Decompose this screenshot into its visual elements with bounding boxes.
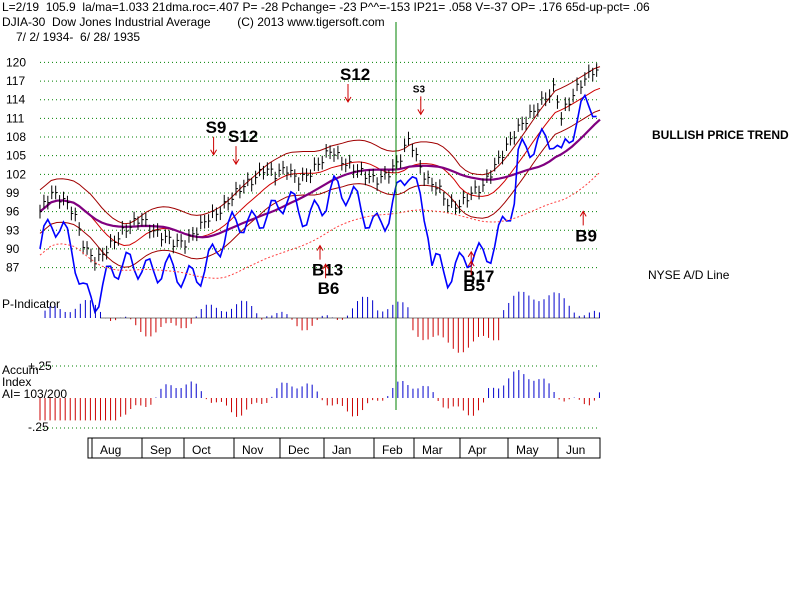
index-label: Index bbox=[2, 375, 31, 389]
accum-tick-bottom: -.25 bbox=[28, 420, 49, 434]
y-tick-label: 111 bbox=[6, 111, 25, 125]
signal-label: B6 bbox=[318, 279, 340, 298]
x-month-label: Jun bbox=[566, 443, 585, 457]
index-name: Dow Jones Industrial Average bbox=[52, 15, 211, 29]
header-index-line: DJIA-30 Dow Jones Industrial Average (C)… bbox=[2, 15, 385, 29]
signal-label: S9 bbox=[206, 118, 227, 137]
ad-line-label: NYSE A/D Line bbox=[648, 268, 730, 282]
ad-line bbox=[39, 93, 597, 315]
signal-arrowhead bbox=[579, 210, 587, 217]
signal-arrowhead bbox=[232, 158, 240, 166]
signal-label: B5 bbox=[463, 276, 485, 295]
ma65-line bbox=[39, 118, 601, 239]
ad-ma-line bbox=[39, 171, 601, 279]
signal-arrowhead bbox=[322, 263, 330, 270]
signal-arrowhead bbox=[344, 96, 352, 103]
y-tick-label: 114 bbox=[6, 93, 25, 107]
signal-arrowhead bbox=[210, 149, 218, 156]
x-month-label: Dec bbox=[288, 443, 309, 457]
y-tick-label: 108 bbox=[6, 130, 26, 144]
ai-label: AI= 103/200 bbox=[2, 387, 67, 401]
p-indicator-label: P-Indicator bbox=[2, 297, 60, 311]
index-code: DJIA-30 bbox=[2, 15, 46, 29]
header-stats-line: L=2/19 105.9 la/ma=1.033 21dma.roc=.407 … bbox=[2, 0, 650, 14]
y-tick-label: 102 bbox=[6, 167, 26, 181]
x-month-label: Jan bbox=[332, 443, 351, 457]
signal-label: S12 bbox=[228, 127, 258, 146]
x-month-label: Nov bbox=[242, 443, 263, 457]
signal-label: S12 bbox=[340, 65, 370, 84]
copyright: (C) 2013 www.tigersoft.com bbox=[237, 15, 385, 29]
x-month-label: May bbox=[516, 443, 539, 457]
x-month-label: Aug bbox=[100, 443, 121, 457]
y-tick-label: 120 bbox=[6, 55, 26, 69]
y-tick-label: 117 bbox=[6, 74, 25, 88]
signal-arrowhead bbox=[417, 109, 425, 116]
signal-label: S3 bbox=[413, 84, 426, 95]
date-range: 7/ 2/ 1934- 6/ 28/ 1935 bbox=[16, 30, 141, 44]
x-month-label: Oct bbox=[192, 443, 211, 457]
y-tick-label: 99 bbox=[6, 186, 20, 200]
y-tick-label: 93 bbox=[6, 223, 20, 237]
signal-arrowhead bbox=[316, 244, 324, 251]
accum-label: Accum bbox=[2, 363, 39, 377]
trend-label: BULLISH PRICE TREND bbox=[652, 128, 789, 142]
x-month-label: Apr bbox=[468, 443, 487, 457]
x-axis-box bbox=[87, 437, 601, 459]
y-tick-label: 87 bbox=[6, 261, 20, 275]
y-tick-label: 90 bbox=[6, 242, 20, 256]
upper-band-line bbox=[39, 66, 601, 225]
ma21-line bbox=[39, 87, 601, 247]
x-month-label: Mar bbox=[422, 443, 443, 457]
signal-arrowhead bbox=[467, 260, 475, 267]
signal-arrowhead bbox=[467, 250, 475, 258]
y-tick-label: 96 bbox=[6, 205, 20, 219]
y-tick-label: 105 bbox=[6, 149, 26, 163]
signal-label: B9 bbox=[575, 226, 597, 245]
signal-label: B13 bbox=[312, 261, 343, 280]
x-month-label: Feb bbox=[382, 443, 403, 457]
x-month-label: Sep bbox=[150, 443, 172, 457]
